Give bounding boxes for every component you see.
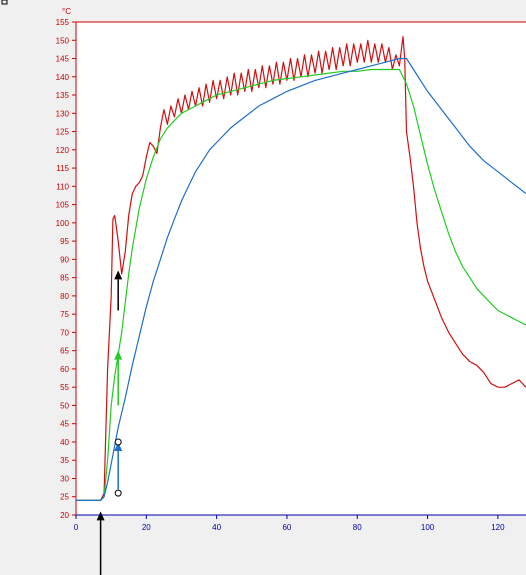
annotation-arrow-head-1 [96,511,105,521]
y-tick-label: 50 [60,401,69,410]
series-layer [76,36,526,501]
y-tick-label: 60 [60,365,69,374]
x-tick-label: 40 [212,523,221,532]
y-tick-label: 35 [60,456,69,465]
marker-circle-1 [114,438,122,446]
y-tick-label: 145 [56,55,70,64]
y-tick-label: 40 [60,438,69,447]
annotation-arrow-head-3 [114,350,123,360]
y-tick-label: 45 [60,420,69,429]
annotation-arrow-head-4 [114,441,123,451]
y-tick-label: 140 [56,73,70,82]
y-tick-label: 85 [60,274,69,283]
y-tick-label: 20 [60,511,69,520]
y-tick-label: 130 [56,109,70,118]
y-tick-label: 115 [56,164,69,173]
y-tick-label: 105 [56,201,70,210]
y-tick-label: 135 [56,91,70,100]
annotation-layer [96,270,123,575]
annotation-arrow-head-2 [114,270,123,280]
y-tick-label: 75 [60,310,69,319]
y-tick-label: 55 [60,383,69,392]
y-tick-label: 110 [56,182,69,191]
y-tick-label: 80 [60,292,69,301]
corner-box-icon [1,0,8,5]
plot-area [76,22,526,515]
x-ticks: 0 20 40 60 80 100 120 [74,515,505,532]
y-tick-label: 65 [60,347,69,356]
x-tick-label: 60 [282,523,291,532]
x-tick-label: 20 [142,523,151,532]
x-tick-label: 80 [353,523,362,532]
y-tick-label: 90 [60,255,69,264]
y-tick-label: 95 [60,237,69,246]
marker-circle-2 [114,489,122,497]
y-tick-label: 70 [60,328,69,337]
y-ticks: 20 25 30 35 40 45 50 55 60 65 70 75 80 85 90 95 100 105 11… [56,18,76,520]
y-tick-label: 155 [56,18,70,27]
y-tick-label: 125 [56,128,70,137]
series-line-2 [76,68,526,501]
x-tick-label: 100 [421,523,435,532]
y-tick-label: 150 [56,36,70,45]
x-tick-label: 0 [74,523,79,532]
y-tick-label: 30 [60,474,69,483]
y-tick-label: 100 [56,219,70,228]
series-line-3 [76,57,526,501]
y-tick-label: 120 [56,146,70,155]
y-unit-label: °C [62,7,71,16]
x-tick-label: 120 [491,523,505,532]
y-tick-label: 25 [60,493,69,502]
